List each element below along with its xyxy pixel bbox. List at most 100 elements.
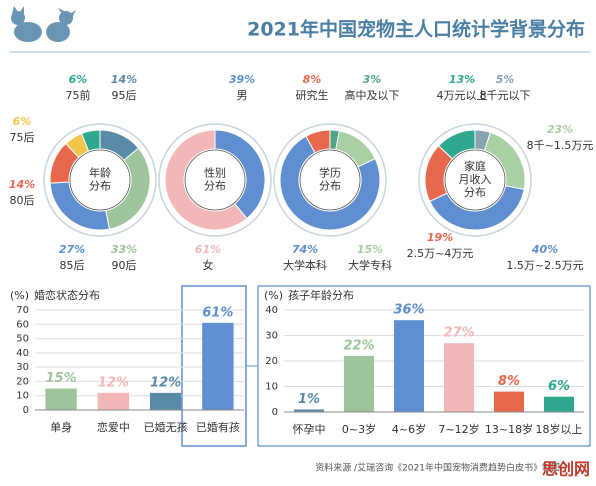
bar — [149, 392, 182, 410]
bar — [444, 343, 474, 412]
donut-ring — [158, 123, 272, 237]
value-label: 6% — [13, 115, 32, 128]
value-label: 14% — [9, 178, 35, 191]
category-label: 4万元以上 — [437, 89, 488, 102]
category-label: 高中及以下 — [345, 88, 400, 102]
value-label: 40% — [531, 243, 558, 256]
category-label: 2.5万~4万元 — [407, 247, 474, 260]
center-label: 分布 — [464, 186, 486, 199]
value-label: 36% — [393, 303, 424, 318]
x-tick-label: 4~6岁 — [392, 422, 426, 436]
value-label: 23% — [547, 123, 573, 136]
x-tick-label: 18岁以上 — [536, 422, 583, 436]
chart-title: 婚恋状态分布 — [34, 288, 100, 302]
category-label: 85后 — [60, 259, 85, 272]
center-label: 家庭 — [464, 159, 486, 173]
value-label: 12% — [98, 375, 129, 390]
center-label: 分布 — [89, 180, 111, 193]
center-label: 分布 — [319, 180, 341, 193]
value-label: 33% — [111, 243, 137, 256]
bar — [494, 391, 524, 412]
x-tick-label: 13~18岁 — [485, 422, 533, 436]
category-label: 8千元以下 — [480, 89, 531, 102]
category-label: 75后 — [10, 131, 35, 144]
category-label: 80后 — [10, 194, 35, 207]
value-label: 1% — [298, 392, 320, 407]
category-label: 90后 — [112, 259, 137, 272]
y-tick-label: 40 — [16, 348, 29, 359]
donut-segment — [305, 129, 331, 154]
x-tick-label: 单身 — [50, 420, 72, 434]
source: 资料来源 /艾瑞咨询《2021年中国宠物消费趋势白皮书》制图 — [315, 462, 560, 474]
value-label: 27% — [59, 243, 85, 256]
value-label: 15% — [357, 243, 383, 256]
category-label: 男 — [237, 89, 248, 102]
center-label: 月收入 — [459, 172, 492, 186]
x-tick-label: 已婚无孩 — [144, 420, 188, 434]
y-tick-label: 50 — [16, 334, 29, 345]
value-label: 15% — [46, 371, 77, 386]
donut-hole — [444, 149, 506, 211]
watermark: 思创网 — [542, 460, 590, 479]
category-label: 8千~1.5万元 — [527, 139, 594, 152]
donut-hole — [299, 149, 361, 211]
value-label: 8% — [303, 73, 322, 86]
donut-ring — [43, 123, 157, 237]
donut-segment — [279, 135, 381, 231]
y-tick-label: 0 — [272, 407, 278, 418]
category-label: 大学本科 — [283, 258, 327, 272]
value-label: 12% — [150, 375, 181, 390]
bar — [344, 355, 374, 412]
donut-segment — [429, 185, 525, 231]
chart-title: 孩子年龄分布 — [288, 288, 354, 302]
donut-segment — [80, 129, 101, 152]
value-label: 8% — [498, 374, 520, 389]
y-tick-label: 10 — [265, 382, 278, 393]
category-label: 研究生 — [296, 88, 329, 102]
bar — [294, 409, 324, 412]
x-tick-label: 已婚有孩 — [196, 420, 240, 434]
y-axis-unit: (%) — [10, 289, 29, 302]
y-axis-unit: (%) — [264, 289, 283, 302]
value-label: 5% — [496, 73, 515, 86]
bar — [202, 322, 234, 410]
bar — [45, 388, 77, 410]
value-label: 22% — [343, 338, 374, 353]
y-tick-label: 40 — [265, 305, 278, 316]
value-label: 61% — [202, 305, 233, 320]
value-label: 61% — [195, 243, 221, 256]
center-label: 分布 — [204, 180, 226, 193]
category-label: 1.5万~2.5万元 — [506, 259, 583, 272]
x-tick-label: 恋爱中 — [97, 420, 130, 434]
bar — [97, 392, 130, 410]
x-tick-label: 怀孕中 — [293, 423, 326, 436]
donut-ring — [418, 123, 532, 237]
donut-segment — [164, 129, 248, 231]
bar — [544, 396, 574, 412]
value-label: 27% — [443, 326, 474, 341]
center-label: 性别 — [204, 166, 226, 180]
category-label: 大学专科 — [348, 258, 392, 272]
value-label: 14% — [111, 73, 137, 86]
y-tick-label: 30 — [16, 362, 29, 373]
category-label: 女 — [203, 258, 214, 272]
value-label: 13% — [449, 73, 475, 86]
y-tick-label: 30 — [265, 331, 278, 342]
value-label: 19% — [427, 231, 453, 244]
y-tick-label: 20 — [16, 376, 29, 387]
logo — [11, 6, 76, 42]
center-label: 学历 — [319, 166, 341, 180]
value-label: 6% — [548, 379, 570, 394]
y-tick-label: 60 — [16, 319, 29, 330]
value-label: 3% — [363, 73, 382, 86]
center-label: 年龄 — [89, 166, 111, 180]
value-label: 74% — [292, 243, 318, 256]
x-tick-label: 0~3岁 — [342, 422, 376, 436]
donut-hole — [184, 149, 246, 211]
donut-ring — [273, 123, 387, 237]
page-title: 2021年中国宠物主人口统计学背景分布 — [247, 18, 585, 41]
y-tick-label: 70 — [16, 305, 29, 316]
value-label: 6% — [69, 73, 88, 86]
category-label: 75前 — [66, 88, 91, 102]
